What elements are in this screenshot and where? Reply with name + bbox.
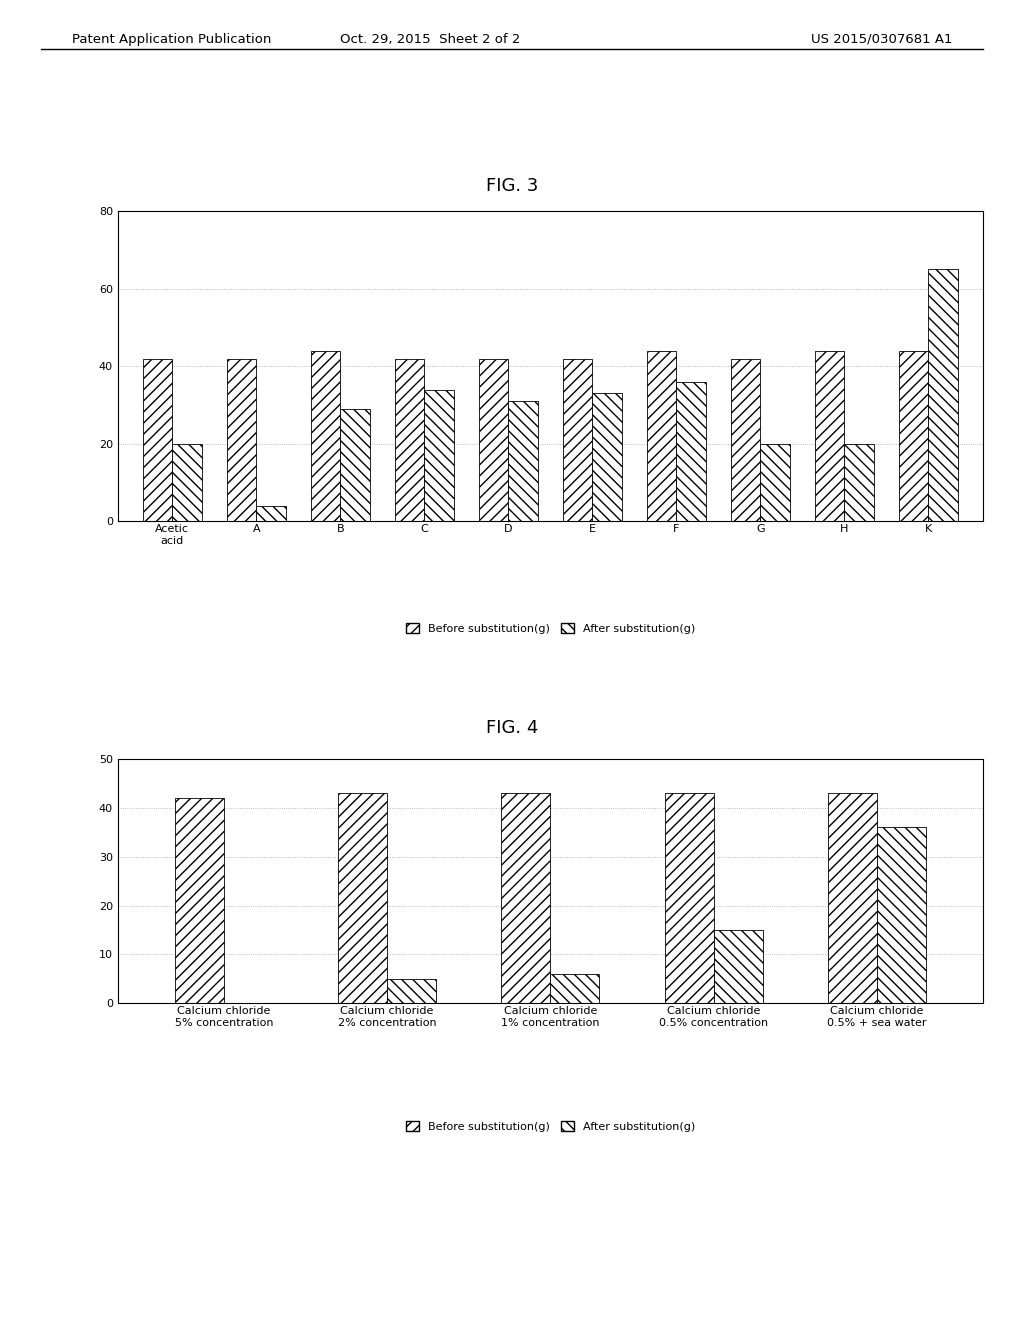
Bar (929, 269, 957, 521)
Text: Patent Application Publication: Patent Application Publication (72, 33, 271, 46)
Text: FIG. 3: FIG. 3 (485, 177, 539, 195)
Bar (227, 359, 256, 521)
Bar (311, 351, 340, 521)
Bar (338, 793, 387, 1003)
Bar (508, 401, 538, 521)
Bar (761, 444, 790, 521)
Bar (395, 359, 424, 521)
Bar (387, 979, 436, 1003)
Bar (502, 793, 551, 1003)
Legend: Before substitution(g), After substitution(g): Before substitution(g), After substituti… (406, 1121, 695, 1133)
Bar (845, 444, 873, 521)
Text: US 2015/0307681 A1: US 2015/0307681 A1 (811, 33, 952, 46)
Bar (340, 409, 370, 521)
Bar (665, 793, 714, 1003)
Bar (828, 793, 877, 1003)
Bar (877, 828, 926, 1003)
Bar (647, 351, 677, 521)
Text: Oct. 29, 2015  Sheet 2 of 2: Oct. 29, 2015 Sheet 2 of 2 (340, 33, 520, 46)
Bar (172, 444, 202, 521)
Bar (424, 389, 454, 521)
Bar (479, 359, 508, 521)
Bar (899, 351, 929, 521)
Bar (563, 359, 593, 521)
Legend: Before substitution(g), After substitution(g): Before substitution(g), After substituti… (406, 623, 695, 634)
Bar (175, 799, 224, 1003)
Bar (677, 381, 706, 521)
Bar (714, 929, 763, 1003)
Bar (256, 506, 286, 521)
Bar (815, 351, 845, 521)
Bar (143, 359, 172, 521)
Text: FIG. 4: FIG. 4 (485, 718, 539, 737)
Bar (593, 393, 622, 521)
Bar (731, 359, 761, 521)
Bar (551, 974, 599, 1003)
